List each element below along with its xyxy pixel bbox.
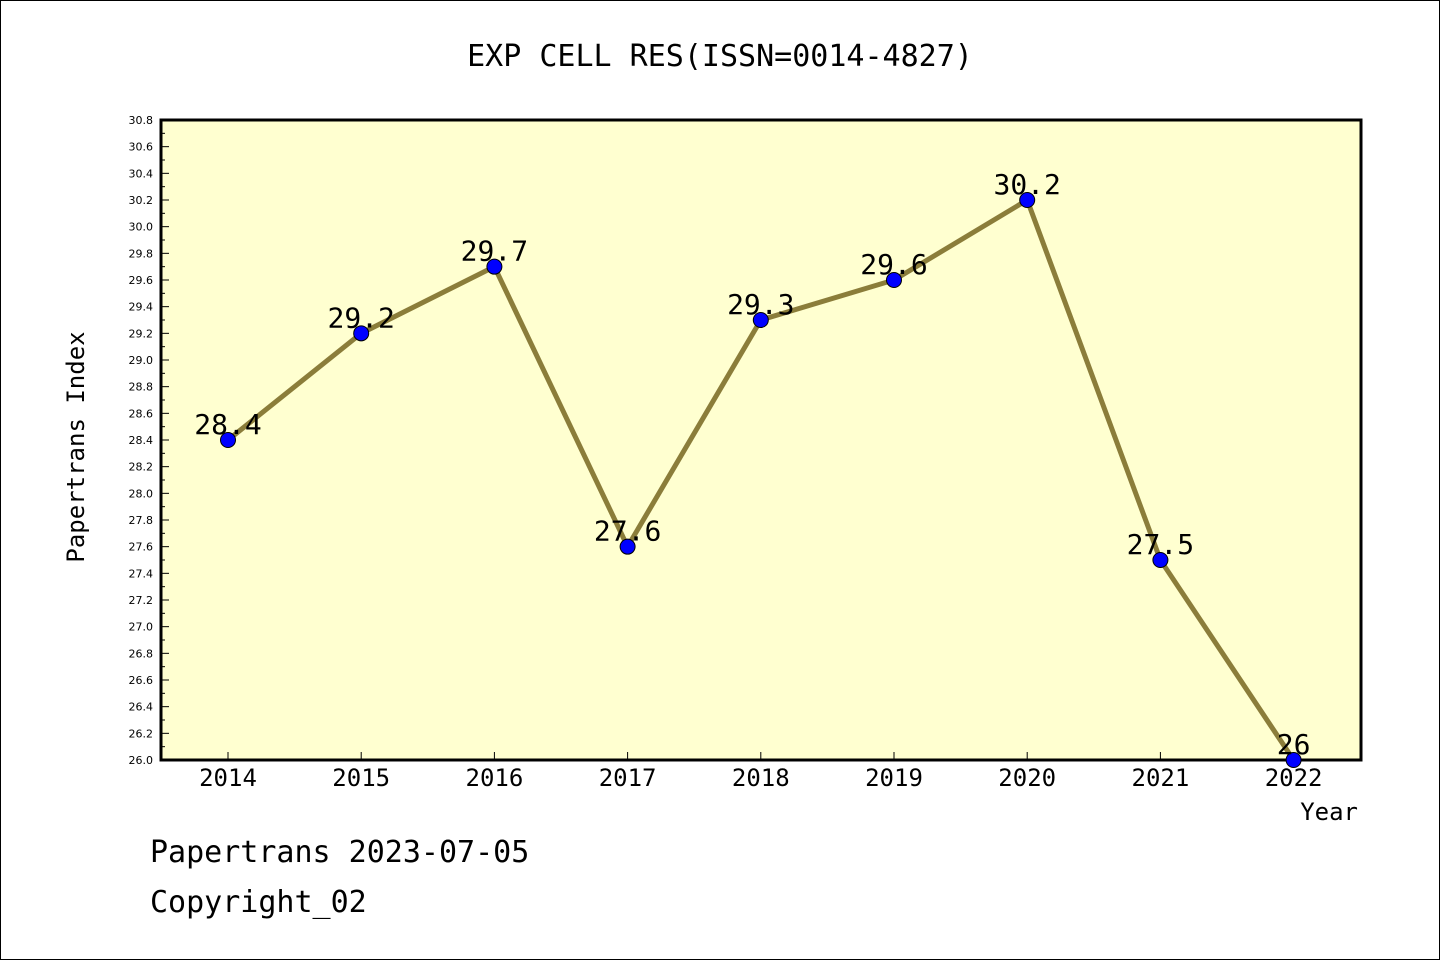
data-label: 27.5 — [1127, 528, 1194, 561]
y-tick-label: 30.8 — [129, 114, 154, 127]
data-point — [353, 325, 370, 342]
y-tick-label: 30.6 — [129, 141, 154, 154]
y-tick-label: 26.6 — [129, 674, 154, 687]
y-tick-label: 27.4 — [129, 567, 154, 580]
y-tick-label: 26.8 — [129, 647, 154, 660]
y-tick-label: 28.2 — [129, 461, 154, 474]
y-tick-label: 29.8 — [129, 247, 154, 260]
y-tick-label: 27.6 — [129, 541, 154, 554]
data-label: 29.3 — [727, 288, 794, 321]
data-point — [1152, 552, 1169, 568]
x-tick-label: 2018 — [732, 764, 790, 792]
data-label: 28.4 — [194, 408, 261, 441]
data-point — [486, 258, 503, 275]
plot-area — [159, 118, 1363, 762]
x-tick-label: 2020 — [998, 764, 1056, 792]
data-point — [220, 432, 236, 448]
y-tick-label: 27.0 — [129, 621, 154, 634]
data-point — [1019, 192, 1036, 208]
x-tick-label: 2019 — [865, 764, 923, 792]
y-tick-label: 27.8 — [129, 514, 154, 527]
data-point — [886, 272, 902, 288]
x-tick-label: 2014 — [199, 764, 257, 792]
data-point — [1285, 752, 1302, 768]
y-tick-label: 29.2 — [129, 327, 154, 340]
y-axis-label: Papertrans Index — [62, 331, 90, 562]
x-tick-label: 2021 — [1132, 764, 1190, 792]
x-axis-label: Year — [1300, 798, 1358, 826]
x-tick-label: 2017 — [599, 764, 657, 792]
data-label: 29.6 — [860, 248, 927, 281]
data-point — [752, 312, 769, 328]
y-tick-label: 30.0 — [129, 221, 154, 234]
y-tick-label: 30.2 — [129, 194, 154, 207]
y-tick-label: 30.4 — [129, 167, 154, 180]
y-tick-label: 27.2 — [129, 594, 154, 607]
y-tick-label: 29.0 — [129, 354, 154, 367]
data-point — [619, 538, 636, 555]
footer-copyright: Copyright_02 — [150, 885, 367, 920]
chart-title: EXP CELL RES(ISSN=0014-4827) — [467, 39, 973, 74]
x-tick-label: 2015 — [332, 764, 390, 792]
y-tick-label: 26.0 — [129, 754, 154, 767]
x-tick-label: 2016 — [466, 764, 524, 792]
y-tick-label: 26.4 — [129, 701, 154, 714]
series-line-group: 28.4 29.2 29.7 27.6 29.3 29.6 30.2 27.5 26 — [194, 168, 1310, 768]
y-tick-label: 29.4 — [129, 301, 154, 314]
y-tick-label: 28.0 — [129, 487, 154, 500]
y-tick-label: 28.6 — [129, 407, 154, 420]
y-tick-label: 28.4 — [129, 434, 154, 447]
x-tick-label: 2022 — [1265, 764, 1323, 792]
y-tick-label: 26.2 — [129, 727, 154, 740]
data-label: 30.2 — [993, 168, 1060, 201]
data-label: 26 — [1277, 728, 1311, 761]
data-label: 27.6 — [594, 515, 661, 548]
y-axis-ticks: 26.0 26.2 26.4 26.6 26.8 27.0 27.2 27.4 27.6 27.8… — [129, 114, 169, 767]
data-label: 29.2 — [327, 301, 394, 334]
footer-date: Papertrans 2023-07-05 — [150, 835, 530, 870]
x-axis-ticks: 2014 2015 2016 2017 2018 2019 2020 2021 2022 — [199, 752, 1322, 792]
y-tick-label: 29.6 — [129, 274, 154, 287]
data-label: 29.7 — [461, 235, 528, 268]
y-tick-label: 28.8 — [129, 381, 154, 394]
